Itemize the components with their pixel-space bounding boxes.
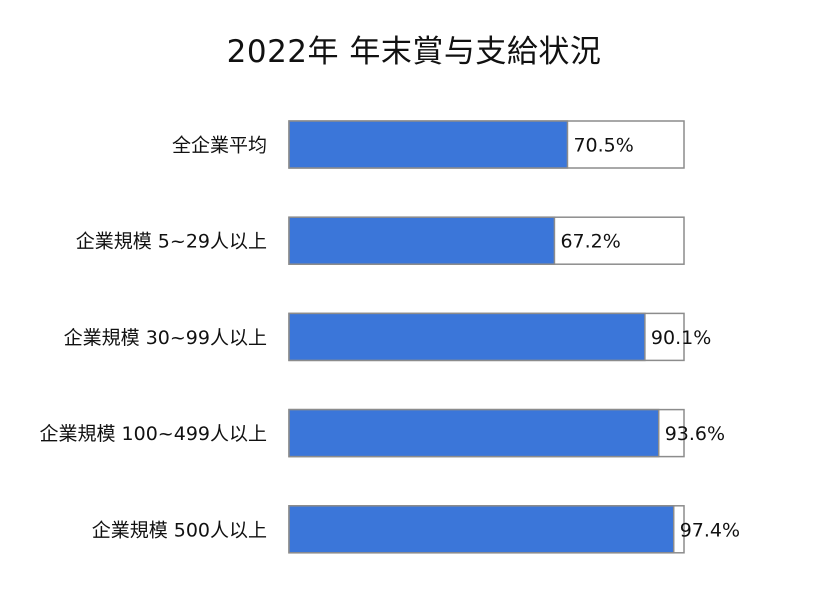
category-label: 全企業平均 [172, 135, 267, 157]
category-label: 企業規模 5~29人以上 [76, 231, 267, 253]
data-label: 67.2% [560, 231, 620, 253]
data-label: 93.6% [665, 423, 725, 445]
category-label: 企業規模 100~499人以上 [40, 423, 268, 445]
bar [288, 408, 660, 458]
data-label: 90.1% [651, 327, 711, 349]
bar-group: 企業規模 5~29人以上 67.2% [76, 216, 685, 265]
data-label: 70.5% [573, 135, 633, 157]
bar [288, 505, 675, 554]
category-label: 企業規模 30~99人以上 [64, 327, 267, 349]
bar-group: 企業規模 100~499人以上 93.6% [40, 408, 725, 458]
bar [288, 216, 556, 265]
data-label: 97.4% [680, 519, 740, 541]
category-label: 企業規模 500人以上 [92, 519, 267, 541]
bar [288, 312, 646, 362]
bar [288, 120, 569, 169]
chart-title: 2022年 年末賞与支給状況 [226, 34, 602, 70]
bar-group: 全企業平均 70.5% [172, 120, 685, 169]
bar-group: 企業規模 30~99人以上 90.1% [64, 312, 711, 362]
bar-group: 企業規模 500人以上 97.4% [92, 505, 740, 554]
